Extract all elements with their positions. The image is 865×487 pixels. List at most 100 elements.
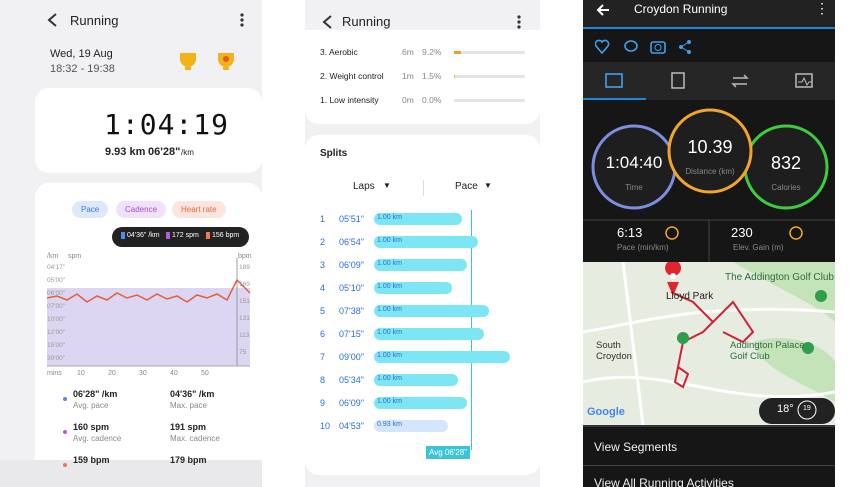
wind: 19 (803, 405, 811, 412)
temperature: 18° (777, 403, 794, 415)
garmin-panel: Croydon Running ⋮ 1:04:40 Time 10.39 Distance… (583, 0, 835, 487)
back-icon[interactable] (321, 14, 335, 30)
date: Wed, 19 Aug (50, 48, 113, 60)
map-label: The Addington Golf Club (725, 272, 834, 283)
action-icons[interactable] (595, 38, 695, 56)
zone-name: 3. Aerobic (320, 47, 358, 57)
zone-time: 6m (402, 47, 414, 57)
tooltip-text: 172 spm (166, 232, 199, 239)
zone-time: 1m (402, 71, 414, 81)
lap-pace: 07'15" (339, 329, 364, 339)
tooltip-text: 156 bpm (206, 232, 239, 239)
lap-distance: 1.00 km (377, 283, 402, 290)
splits-title: Splits (320, 148, 348, 159)
lap-distance: 0.93 km (377, 421, 402, 428)
lap-bar (374, 282, 453, 294)
map-label: South Croydon (596, 340, 632, 362)
lap-number: 1 (320, 214, 326, 224)
divider (423, 180, 424, 196)
y2-tick-label: 189 (239, 264, 250, 271)
time-range: 18:32 - 19:38 (50, 63, 115, 75)
distance: 9.93 km (105, 146, 146, 158)
stat-value: 191 spm (170, 422, 207, 432)
lap-pace: 05'34" (339, 375, 364, 385)
lap-pace: 04'53" (339, 421, 364, 431)
circle-value: 10.39 (687, 137, 733, 157)
back-icon[interactable] (595, 2, 611, 18)
stat-dot (63, 397, 67, 401)
y-tick-label: 12'00" (47, 329, 66, 336)
trophies (180, 53, 234, 70)
tab[interactable]: Pace (72, 201, 109, 218)
samsung-panel: Running Wed, 19 Aug 18:32 - 19:38 1:04:19 9.… (0, 0, 262, 487)
x-tick-label: 40 (170, 370, 178, 377)
nav-bar (0, 460, 262, 487)
tab-bar[interactable] (583, 62, 835, 100)
menu-icon[interactable] (515, 14, 523, 30)
y2-tick-label: 131 (239, 315, 250, 322)
stat-value: 06'28" /km (73, 389, 118, 399)
link[interactable]: View All Running Activities (594, 476, 734, 487)
axis-unit: spm (68, 253, 82, 260)
y-tick-label: 04'17" (47, 264, 66, 271)
metric-label: Pace (min/km) (617, 243, 669, 252)
splits-panel: Running 3. Aerobic 6m 9.2% 2. Weight control… (305, 0, 540, 487)
tab-icons[interactable] (605, 72, 815, 90)
stat-label: Max. cadence (170, 434, 220, 443)
zone-bar (454, 75, 455, 78)
lap-pace: 05'51" (339, 214, 364, 224)
duration: 1:04:19 (104, 108, 230, 141)
menu-icon[interactable] (238, 12, 246, 28)
tab-indicator (583, 98, 646, 100)
zone-track (454, 51, 525, 54)
lap-bar (374, 328, 484, 340)
lap-distance: 1.00 km (377, 375, 402, 382)
lap-bar (374, 259, 467, 271)
lap-distance: 1.00 km (377, 329, 402, 336)
lap-distance: 1.00 km (377, 214, 402, 221)
lap-pace: 06'54" (339, 237, 364, 247)
stat-value: 160 spm (73, 422, 110, 432)
stat-value: 159 bpm (73, 455, 110, 465)
lap-pace: 09'00" (339, 352, 364, 362)
zone-name: 1. Low intensity (320, 95, 379, 105)
axis-unit: bpm (238, 253, 252, 260)
title: Running (70, 13, 119, 28)
tab[interactable]: Cadence (116, 201, 167, 218)
circle-value: 832 (770, 153, 802, 173)
stat-circles (583, 108, 835, 262)
map (583, 262, 835, 425)
lap-bar (374, 305, 490, 317)
metric-value: 230 (731, 225, 753, 240)
lap-number: 7 (320, 352, 326, 362)
map-label: Lloyd Park (666, 291, 714, 302)
back-icon[interactable] (46, 12, 60, 28)
stat-label: Avg. pace (73, 401, 109, 410)
lap-pace: 06'09" (339, 398, 364, 408)
lap-distance: 1.00 km (377, 260, 402, 267)
pace-header[interactable]: Pace (455, 181, 478, 192)
stat-value: 04'36" /km (170, 389, 215, 399)
stat-label: Max. pace (170, 401, 207, 410)
y2-tick-label: 75 (239, 349, 247, 356)
metric-value: 6:13 (617, 225, 643, 240)
separator (583, 465, 835, 466)
circle-label: Calories (771, 183, 801, 192)
x-tick-label: 10 (77, 370, 85, 377)
laps-header[interactable]: Laps (353, 181, 375, 192)
link[interactable]: View Segments (594, 440, 678, 454)
zone-track (454, 99, 525, 102)
x-tick-label: 50 (201, 370, 209, 377)
zone-time: 0m (402, 95, 414, 105)
x-tick-label: 30 (139, 370, 147, 377)
metric-label: Elev. Gain (m) (733, 243, 784, 252)
lap-number: 2 (320, 237, 326, 247)
title: Running (342, 14, 391, 29)
app-bar (583, 0, 835, 28)
title: Croydon Running (634, 2, 728, 16)
tab[interactable]: Heart rate (172, 201, 226, 218)
y-tick-label: 07'00" (47, 303, 66, 310)
stat-value: 179 bpm (170, 455, 207, 465)
circle-label: Distance (km) (685, 167, 735, 176)
